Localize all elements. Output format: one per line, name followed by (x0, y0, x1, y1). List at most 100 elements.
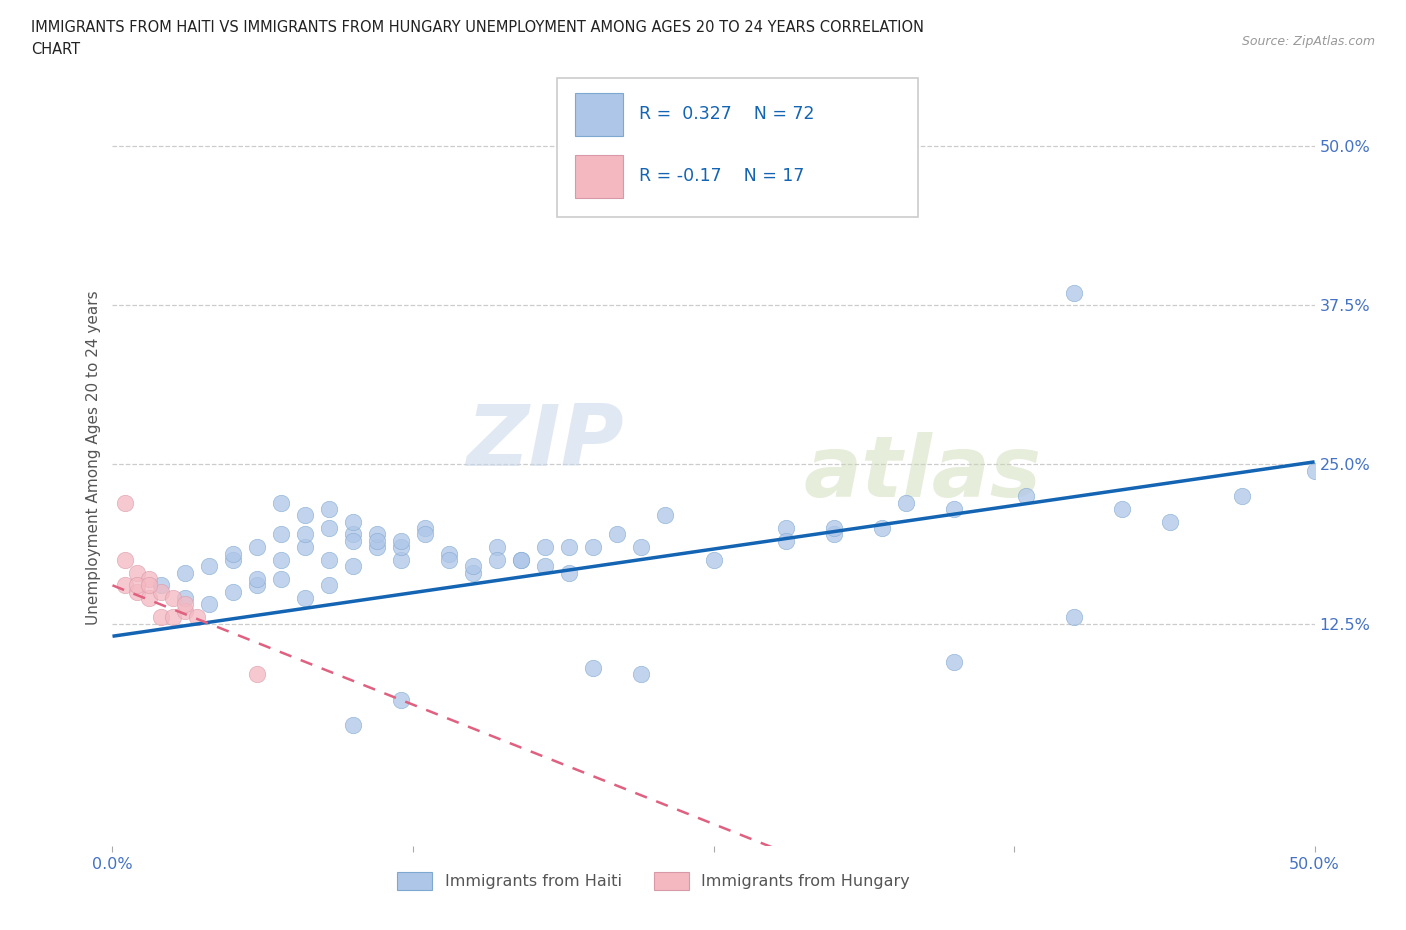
Point (654, 508, 676, 523)
Point (114, 495, 136, 510)
Point (823, 527, 845, 542)
Point (389, 533, 412, 548)
Point (510, 552, 533, 567)
Point (582, 539, 605, 554)
Point (246, 539, 269, 554)
Point (366, 539, 388, 554)
Point (173, 591, 195, 605)
Point (342, 514, 364, 529)
Point (389, 693, 412, 708)
Y-axis label: Unemployment Among Ages 20 to 24 years: Unemployment Among Ages 20 to 24 years (86, 291, 101, 625)
Point (318, 578, 340, 592)
Point (1111, 501, 1133, 516)
Point (270, 552, 292, 567)
Point (318, 501, 340, 516)
Point (630, 667, 652, 682)
Legend: Immigrants from Haiti, Immigrants from Hungary: Immigrants from Haiti, Immigrants from H… (391, 865, 917, 897)
Bar (575, 155, 623, 198)
Point (294, 527, 316, 542)
Text: Source: ZipAtlas.com: Source: ZipAtlas.com (1241, 35, 1375, 48)
Point (342, 718, 364, 733)
Point (162, 610, 184, 625)
Point (294, 508, 316, 523)
Point (222, 584, 245, 599)
Point (942, 655, 965, 670)
Point (173, 597, 195, 612)
Point (342, 527, 364, 542)
Point (1015, 489, 1038, 504)
Point (775, 521, 797, 536)
Point (510, 552, 533, 567)
Point (173, 565, 195, 580)
Point (114, 578, 136, 592)
Point (870, 521, 893, 536)
Point (413, 527, 436, 542)
Point (582, 660, 605, 675)
FancyBboxPatch shape (557, 77, 918, 218)
Point (197, 597, 219, 612)
Point (246, 578, 269, 592)
Point (366, 533, 388, 548)
Point (246, 572, 269, 587)
Point (138, 572, 160, 587)
Point (222, 552, 245, 567)
Point (461, 565, 484, 580)
Point (114, 552, 136, 567)
Point (125, 584, 148, 599)
Point (270, 527, 292, 542)
Point (461, 559, 484, 574)
Point (342, 559, 364, 574)
Point (270, 572, 292, 587)
Point (342, 533, 364, 548)
Point (294, 591, 316, 605)
Point (702, 552, 725, 567)
Point (1303, 463, 1326, 478)
Point (823, 521, 845, 536)
Point (942, 501, 965, 516)
Text: R =  0.327    N = 72: R = 0.327 N = 72 (638, 105, 814, 123)
Point (389, 552, 412, 567)
Point (437, 546, 460, 561)
Point (437, 552, 460, 567)
Text: atlas: atlas (804, 432, 1042, 515)
Point (389, 539, 412, 554)
Point (666, 113, 689, 128)
Bar (575, 93, 623, 136)
Point (149, 584, 172, 599)
Point (125, 565, 148, 580)
Point (173, 604, 195, 618)
Point (1232, 489, 1254, 504)
Point (162, 591, 184, 605)
Point (413, 521, 436, 536)
Point (1063, 610, 1085, 625)
Point (486, 552, 509, 567)
Point (534, 559, 557, 574)
Point (1063, 286, 1085, 300)
Point (558, 565, 581, 580)
Text: IMMIGRANTS FROM HAITI VS IMMIGRANTS FROM HUNGARY UNEMPLOYMENT AMONG AGES 20 TO 2: IMMIGRANTS FROM HAITI VS IMMIGRANTS FROM… (31, 20, 924, 35)
Point (138, 578, 160, 592)
Point (125, 578, 148, 592)
Point (138, 591, 160, 605)
Point (558, 539, 581, 554)
Point (366, 527, 388, 542)
Text: R = -0.17    N = 17: R = -0.17 N = 17 (638, 167, 804, 185)
Point (149, 610, 172, 625)
Point (246, 667, 269, 682)
Point (149, 578, 172, 592)
Point (186, 610, 208, 625)
Text: ZIP: ZIP (465, 401, 623, 484)
Point (486, 539, 509, 554)
Point (1159, 514, 1181, 529)
Point (318, 521, 340, 536)
Point (318, 552, 340, 567)
Point (894, 495, 917, 510)
Point (630, 539, 652, 554)
Point (197, 559, 219, 574)
Point (294, 539, 316, 554)
Point (775, 533, 797, 548)
Point (222, 546, 245, 561)
Text: CHART: CHART (31, 42, 80, 57)
Point (270, 495, 292, 510)
Point (606, 527, 628, 542)
